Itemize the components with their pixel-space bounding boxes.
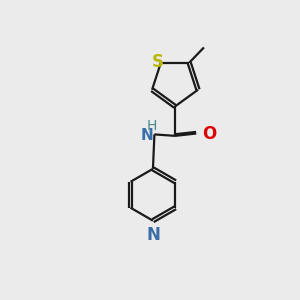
- Text: O: O: [202, 124, 216, 142]
- Text: N: N: [141, 128, 154, 143]
- Text: S: S: [151, 53, 163, 71]
- Text: H: H: [147, 119, 157, 133]
- Text: N: N: [146, 226, 160, 244]
